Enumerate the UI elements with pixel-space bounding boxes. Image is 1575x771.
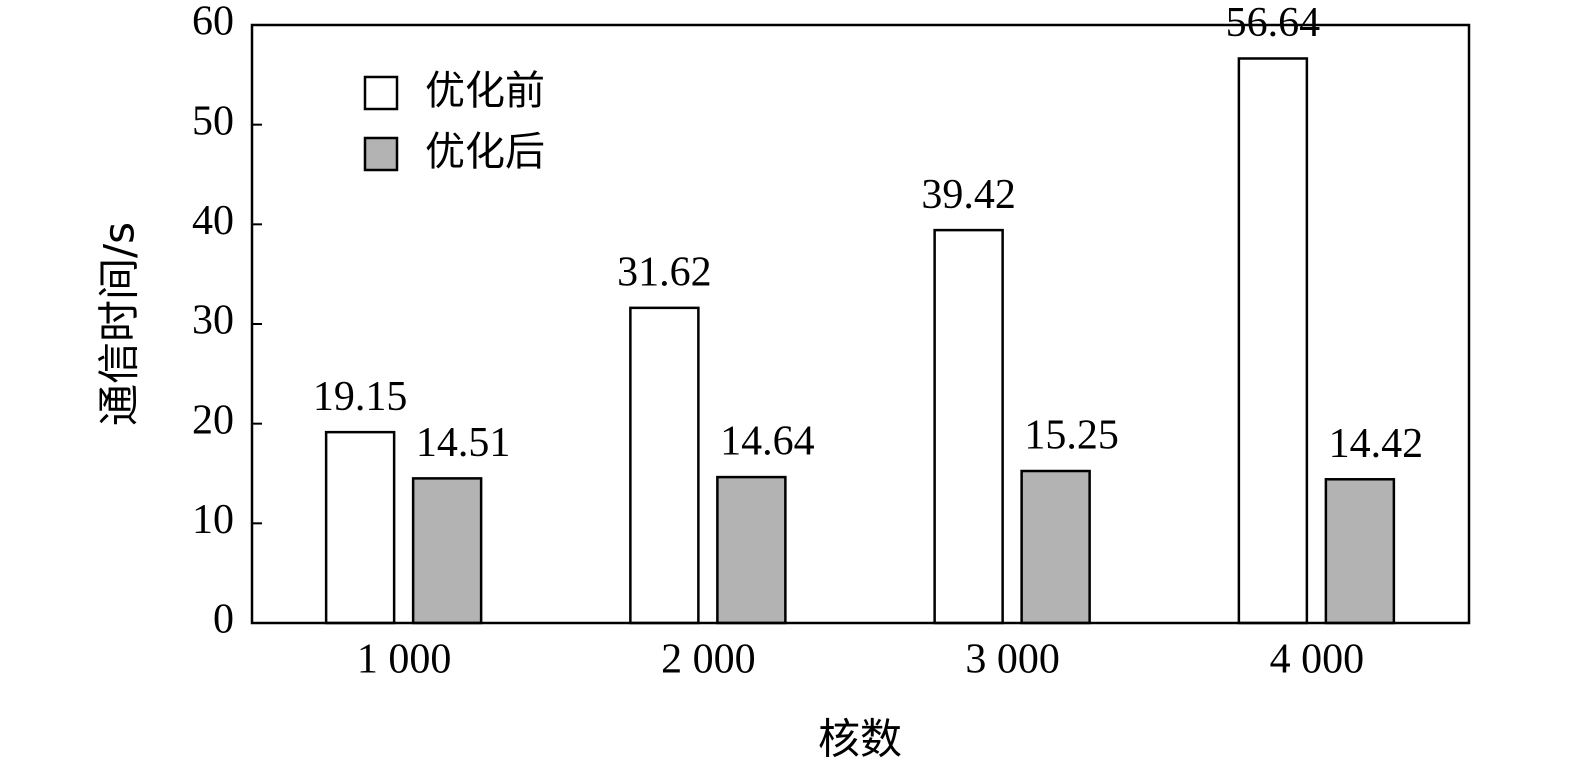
value-label: 56.64 (1226, 0, 1321, 46)
y-tick-label: 0 (213, 597, 234, 643)
y-tick-label: 10 (192, 497, 234, 543)
value-label: 14.64 (720, 419, 815, 465)
x-tick-label: 4 000 (1270, 637, 1365, 683)
legend-label: 优化前 (425, 68, 545, 114)
value-label: 31.62 (617, 249, 712, 295)
x-tick-label: 1 000 (357, 637, 452, 683)
bar (1237, 57, 1309, 625)
y-tick-label: 30 (192, 298, 234, 344)
value-label: 15.25 (1024, 413, 1119, 459)
plot-frame (250, 23, 1471, 625)
bar (933, 228, 1004, 625)
x-tick-label: 3 000 (965, 637, 1060, 683)
bar (324, 430, 396, 625)
legend-swatch (363, 75, 399, 111)
bar (1020, 469, 1091, 625)
value-label: 39.42 (921, 172, 1016, 218)
y-tick-label: 40 (192, 198, 234, 244)
x-tick-label: 2 000 (661, 637, 756, 683)
legend-swatch (363, 136, 399, 172)
value-label: 14.42 (1329, 421, 1424, 467)
y-tick-label: 20 (192, 397, 234, 443)
bar (411, 477, 483, 625)
bar (629, 306, 700, 625)
x-axis-label: 核数 (818, 715, 902, 764)
value-label: 14.51 (416, 420, 511, 466)
y-tick-label: 50 (192, 98, 234, 144)
y-axis-label: 通信时间/s (95, 222, 144, 426)
legend-label: 优化后 (425, 129, 545, 175)
y-tick-label: 60 (192, 0, 234, 45)
value-label: 19.15 (313, 374, 408, 420)
bar (716, 475, 787, 625)
bar (1324, 478, 1396, 625)
